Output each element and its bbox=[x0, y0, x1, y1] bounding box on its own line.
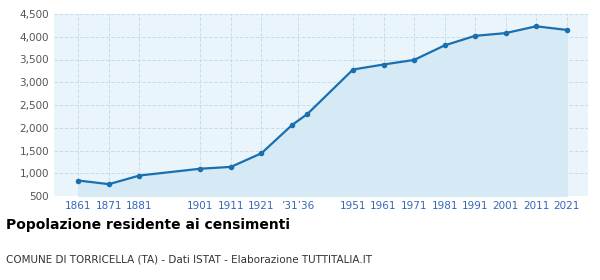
Point bbox=[379, 62, 388, 67]
Point bbox=[104, 182, 114, 186]
Point bbox=[287, 123, 297, 127]
Point bbox=[134, 173, 144, 178]
Point bbox=[74, 178, 83, 183]
Point bbox=[532, 24, 541, 29]
Text: COMUNE DI TORRICELLA (TA) - Dati ISTAT - Elaborazione TUTTITALIA.IT: COMUNE DI TORRICELLA (TA) - Dati ISTAT -… bbox=[6, 255, 372, 265]
Point bbox=[302, 112, 312, 116]
Point bbox=[470, 34, 480, 38]
Text: Popolazione residente ai censimenti: Popolazione residente ai censimenti bbox=[6, 218, 290, 232]
Point bbox=[440, 43, 449, 48]
Point bbox=[196, 166, 205, 171]
Point bbox=[348, 67, 358, 72]
Point bbox=[501, 31, 511, 35]
Point bbox=[409, 58, 419, 62]
Point bbox=[257, 151, 266, 155]
Point bbox=[226, 165, 236, 169]
Point bbox=[562, 28, 571, 32]
